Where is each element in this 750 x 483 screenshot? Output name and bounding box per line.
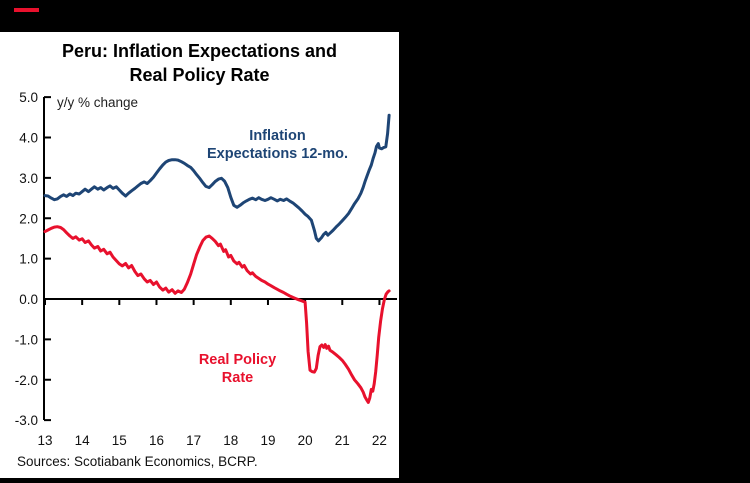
y-axis-tick-label: -1.0 xyxy=(15,332,38,347)
y-axis-note: y/y % change xyxy=(57,95,139,110)
y-axis-tick-label: 4.0 xyxy=(19,131,38,146)
x-axis-tick-label: 17 xyxy=(186,433,201,448)
chart-panel: Peru: Inflation Expectations and Real Po… xyxy=(0,32,399,478)
series-label-policy-line2: Rate xyxy=(221,370,254,386)
x-axis-tick-label: 14 xyxy=(75,433,91,448)
x-axis-tick-label: 15 xyxy=(112,433,127,448)
y-axis-tick-label: 5.0 xyxy=(19,90,38,105)
y-axis-tick-label: -2.0 xyxy=(15,373,38,388)
x-axis-tick-label: 13 xyxy=(37,433,52,448)
y-axis-tick-label: 3.0 xyxy=(19,171,38,186)
chart-title: Peru: Inflation Expectations and Real Po… xyxy=(0,39,399,87)
source-note: Sources: Scotiabank Economics, BCRP. xyxy=(17,454,258,469)
x-axis-tick-label: 19 xyxy=(260,433,275,448)
x-axis-tick-label: 20 xyxy=(298,433,313,448)
series-line-real-policy-rate xyxy=(43,225,391,404)
series-label-inflation-line2: Expectations 12-mo. xyxy=(206,146,348,162)
x-axis-tick-label: 21 xyxy=(335,433,350,448)
brand-accent-dash xyxy=(14,8,39,12)
y-axis-tick-label: 0.0 xyxy=(19,292,38,307)
chart-title-line1: Peru: Inflation Expectations and xyxy=(61,41,338,61)
series-label-inflation-expectations: Inflation Expectations 12-mo. xyxy=(175,127,380,163)
series-label-inflation-line1: Inflation xyxy=(249,128,306,144)
series-label-policy-line1: Real Policy xyxy=(198,352,277,368)
y-axis-tick-label: -3.0 xyxy=(15,413,38,428)
x-axis-tick-label: 16 xyxy=(149,433,164,448)
line-chart-canvas: 13 14 15 16 17 18 19 20 21 22 5.0 4.0 3.0 2.0 1.0 0.0 -1… xyxy=(15,90,397,448)
chart-title-line2: Real Policy Rate xyxy=(129,65,270,85)
x-axis-tick-label: 22 xyxy=(372,433,387,448)
series-label-real-policy-rate: Real Policy Rate xyxy=(165,351,310,387)
y-axis-tick-label: 1.0 xyxy=(19,252,38,267)
x-axis-tick-label: 18 xyxy=(223,433,238,448)
y-axis-tick-label: 2.0 xyxy=(19,211,38,226)
top-black-bar xyxy=(0,0,750,32)
series-line-inflation-expectations-12-mo- xyxy=(43,113,391,243)
